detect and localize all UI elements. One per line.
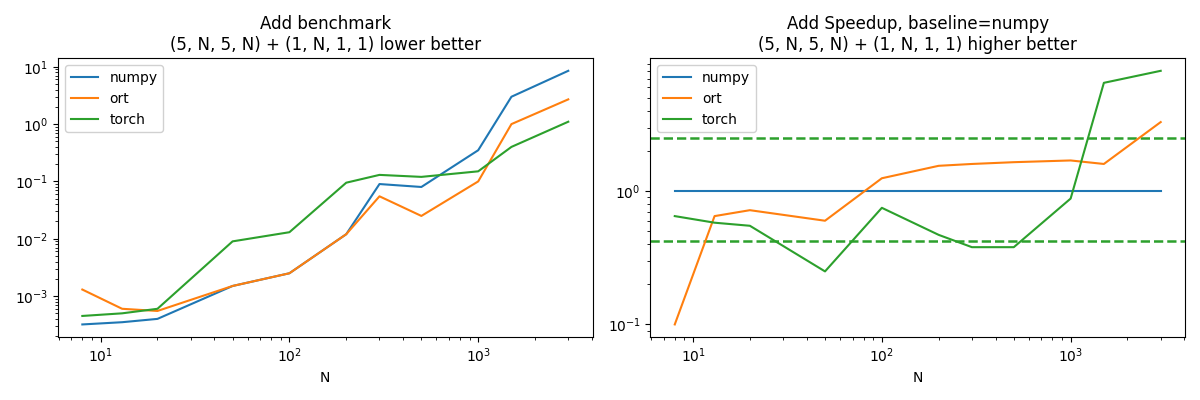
- numpy: [150, 316, 164, 321]
- numpy: [707, 189, 721, 194]
- numpy: [226, 284, 240, 288]
- numpy: [667, 189, 682, 194]
- Title: Add benchmark
(5, N, 5, N) + (1, N, 1, 1) lower better: Add benchmark (5, N, 5, N) + (1, N, 1, 1…: [169, 15, 481, 54]
- ort: [931, 164, 946, 168]
- ort: [875, 176, 889, 181]
- torch: [76, 314, 90, 318]
- ort: [1007, 160, 1021, 164]
- ort: [340, 232, 354, 237]
- numpy: [1063, 189, 1078, 194]
- Legend: numpy, ort, torch: numpy, ort, torch: [65, 65, 163, 132]
- ort: [470, 179, 485, 184]
- torch: [743, 223, 757, 228]
- numpy: [504, 94, 518, 99]
- torch: [1007, 245, 1021, 250]
- numpy: [414, 184, 428, 189]
- ort: [1153, 120, 1168, 124]
- ort: [115, 306, 130, 311]
- numpy: [965, 189, 979, 194]
- numpy: [1007, 189, 1021, 194]
- torch: [1153, 68, 1168, 73]
- X-axis label: N: N: [912, 371, 923, 385]
- Line: ort: ort: [674, 122, 1160, 324]
- torch: [965, 245, 979, 250]
- torch: [1063, 196, 1078, 201]
- Legend: numpy, ort, torch: numpy, ort, torch: [658, 65, 756, 132]
- ort: [282, 271, 296, 276]
- torch: [470, 169, 485, 174]
- ort: [414, 214, 428, 218]
- numpy: [562, 68, 576, 73]
- Title: Add Speedup, baseline=numpy
(5, N, 5, N) + (1, N, 1, 1) higher better: Add Speedup, baseline=numpy (5, N, 5, N)…: [758, 15, 1078, 54]
- numpy: [1097, 189, 1111, 194]
- Line: numpy: numpy: [83, 71, 569, 324]
- ort: [150, 308, 164, 313]
- torch: [1097, 80, 1111, 85]
- ort: [743, 208, 757, 212]
- ort: [965, 162, 979, 166]
- numpy: [372, 182, 386, 186]
- torch: [282, 230, 296, 235]
- X-axis label: N: N: [320, 371, 330, 385]
- Line: torch: torch: [83, 122, 569, 316]
- numpy: [743, 189, 757, 194]
- torch: [667, 214, 682, 218]
- ort: [1097, 162, 1111, 166]
- torch: [562, 119, 576, 124]
- ort: [707, 214, 721, 218]
- Line: torch: torch: [674, 71, 1160, 272]
- torch: [931, 232, 946, 237]
- ort: [226, 284, 240, 288]
- torch: [707, 220, 721, 225]
- torch: [115, 311, 130, 316]
- ort: [818, 218, 833, 223]
- torch: [414, 174, 428, 179]
- numpy: [470, 148, 485, 153]
- ort: [504, 122, 518, 126]
- ort: [76, 287, 90, 292]
- torch: [226, 239, 240, 244]
- numpy: [818, 189, 833, 194]
- ort: [372, 194, 386, 199]
- torch: [372, 172, 386, 177]
- ort: [667, 322, 682, 327]
- torch: [150, 306, 164, 311]
- numpy: [340, 232, 354, 237]
- numpy: [76, 322, 90, 327]
- numpy: [115, 320, 130, 325]
- torch: [340, 180, 354, 185]
- ort: [562, 97, 576, 102]
- numpy: [931, 189, 946, 194]
- torch: [818, 269, 833, 274]
- numpy: [1153, 189, 1168, 194]
- torch: [875, 206, 889, 210]
- torch: [504, 144, 518, 149]
- numpy: [282, 271, 296, 276]
- numpy: [875, 189, 889, 194]
- ort: [1063, 158, 1078, 163]
- Line: ort: ort: [83, 99, 569, 311]
